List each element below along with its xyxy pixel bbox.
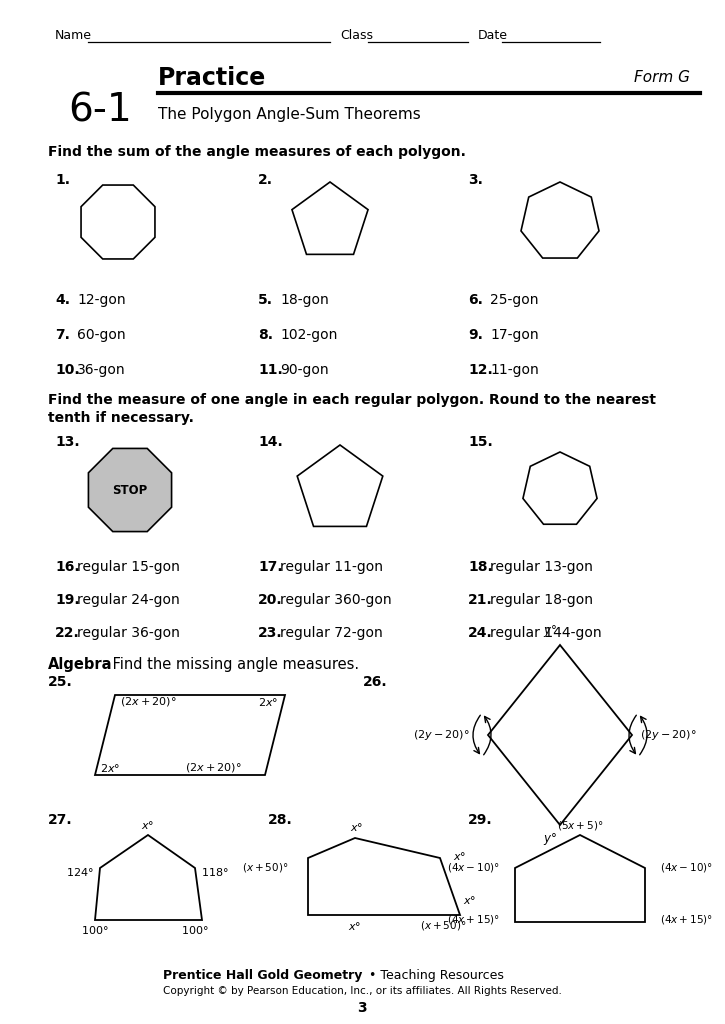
Text: 13.: 13. <box>55 435 80 449</box>
Text: 11.: 11. <box>258 362 283 377</box>
Text: 17-gon: 17-gon <box>490 328 539 342</box>
Text: 16.: 16. <box>55 560 80 574</box>
Text: 60-gon: 60-gon <box>77 328 125 342</box>
Text: tenth if necessary.: tenth if necessary. <box>48 411 194 425</box>
Text: • Teaching Resources: • Teaching Resources <box>365 970 504 982</box>
Text: regular 13-gon: regular 13-gon <box>490 560 593 574</box>
Text: 4.: 4. <box>55 293 70 307</box>
Text: 3.: 3. <box>468 173 483 187</box>
Text: 11-gon: 11-gon <box>490 362 539 377</box>
Text: $(2x + 20)°$: $(2x + 20)°$ <box>185 762 241 774</box>
Text: $(x + 50)°$: $(x + 50)°$ <box>241 861 288 874</box>
Text: regular 11-gon: regular 11-gon <box>280 560 383 574</box>
Text: 36-gon: 36-gon <box>77 362 125 377</box>
Text: $x°$: $x°$ <box>453 850 467 862</box>
Text: 8.: 8. <box>258 328 273 342</box>
Text: 6-1: 6-1 <box>68 91 132 129</box>
Text: $(4x - 10)°$: $(4x - 10)°$ <box>447 861 500 874</box>
Polygon shape <box>297 445 383 526</box>
Text: 10.: 10. <box>55 362 80 377</box>
Text: Find the measure of one angle in each regular polygon. Round to the nearest: Find the measure of one angle in each re… <box>48 393 656 407</box>
Text: $(4x - 10)°$: $(4x - 10)°$ <box>660 861 713 874</box>
Text: regular 36-gon: regular 36-gon <box>77 626 180 640</box>
Text: $100°$: $100°$ <box>181 924 209 936</box>
Polygon shape <box>81 185 155 259</box>
Text: 29.: 29. <box>468 813 492 827</box>
Text: Find the missing angle measures.: Find the missing angle measures. <box>108 656 359 672</box>
Text: $124°$: $124°$ <box>66 866 94 878</box>
Text: 28.: 28. <box>268 813 293 827</box>
Text: $(2y - 20)°$: $(2y - 20)°$ <box>640 728 697 742</box>
Text: Algebra: Algebra <box>48 656 112 672</box>
Text: 1.: 1. <box>55 173 70 187</box>
Text: Class: Class <box>340 29 373 42</box>
Text: 2.: 2. <box>258 173 273 187</box>
Text: 15.: 15. <box>468 435 493 449</box>
Text: 12-gon: 12-gon <box>77 293 125 307</box>
Text: $x°$: $x°$ <box>348 920 362 932</box>
Text: 90-gon: 90-gon <box>280 362 328 377</box>
Text: 25-gon: 25-gon <box>490 293 539 307</box>
Text: STOP: STOP <box>112 483 148 497</box>
Text: Name: Name <box>55 29 92 42</box>
Text: Prentice Hall Gold Geometry: Prentice Hall Gold Geometry <box>162 970 362 982</box>
Text: 19.: 19. <box>55 593 80 607</box>
Text: $(2y - 20)°$: $(2y - 20)°$ <box>413 728 470 742</box>
Polygon shape <box>88 449 172 531</box>
Text: $(2x + 20)°$: $(2x + 20)°$ <box>120 695 177 709</box>
Text: $118°$: $118°$ <box>201 866 229 878</box>
Polygon shape <box>292 182 368 254</box>
Text: $(4x + 15)°$: $(4x + 15)°$ <box>660 913 713 927</box>
Text: Find the sum of the angle measures of each polygon.: Find the sum of the angle measures of ea… <box>48 145 466 159</box>
Text: 102-gon: 102-gon <box>280 328 337 342</box>
Text: regular 72-gon: regular 72-gon <box>280 626 383 640</box>
Text: 17.: 17. <box>258 560 283 574</box>
Text: Date: Date <box>478 29 508 42</box>
Text: 24.: 24. <box>468 626 493 640</box>
Text: 26.: 26. <box>363 675 388 689</box>
Text: $y°$: $y°$ <box>543 831 557 847</box>
Text: 20.: 20. <box>258 593 283 607</box>
Text: 5.: 5. <box>258 293 273 307</box>
Text: Copyright © by Pearson Education, Inc., or its affiliates. All Rights Reserved.: Copyright © by Pearson Education, Inc., … <box>162 986 561 996</box>
Text: $(4x + 15)°$: $(4x + 15)°$ <box>447 913 500 927</box>
Text: 23.: 23. <box>258 626 283 640</box>
Text: $x°$: $x°$ <box>350 821 364 833</box>
Text: $(x + 50)°$: $(x + 50)°$ <box>420 920 466 933</box>
Text: 12.: 12. <box>468 362 493 377</box>
Text: $x°$: $x°$ <box>141 819 154 831</box>
Text: 25.: 25. <box>48 675 72 689</box>
Text: The Polygon Angle-Sum Theorems: The Polygon Angle-Sum Theorems <box>158 108 420 123</box>
Text: Form G: Form G <box>634 71 690 85</box>
Text: regular 18-gon: regular 18-gon <box>490 593 593 607</box>
Text: 7.: 7. <box>55 328 70 342</box>
Text: 27.: 27. <box>48 813 72 827</box>
Text: Practice: Practice <box>158 66 266 90</box>
Text: regular 360-gon: regular 360-gon <box>280 593 392 607</box>
Text: $(5x + 5)°$: $(5x + 5)°$ <box>557 818 603 831</box>
Text: 14.: 14. <box>258 435 283 449</box>
Text: $2x°$: $2x°$ <box>100 762 120 774</box>
Text: 22.: 22. <box>55 626 80 640</box>
Polygon shape <box>521 182 599 258</box>
Text: 6.: 6. <box>468 293 483 307</box>
Text: $y°$: $y°$ <box>543 623 557 639</box>
Polygon shape <box>523 452 597 524</box>
Text: $100°$: $100°$ <box>81 924 109 936</box>
Text: $x°$: $x°$ <box>463 894 476 906</box>
Text: $2x°$: $2x°$ <box>258 696 278 708</box>
Text: 21.: 21. <box>468 593 493 607</box>
Text: regular 15-gon: regular 15-gon <box>77 560 180 574</box>
Text: 9.: 9. <box>468 328 483 342</box>
Text: 18-gon: 18-gon <box>280 293 328 307</box>
Text: regular 144-gon: regular 144-gon <box>490 626 602 640</box>
Text: regular 24-gon: regular 24-gon <box>77 593 180 607</box>
Text: 18.: 18. <box>468 560 493 574</box>
Text: 3: 3 <box>357 1001 367 1015</box>
